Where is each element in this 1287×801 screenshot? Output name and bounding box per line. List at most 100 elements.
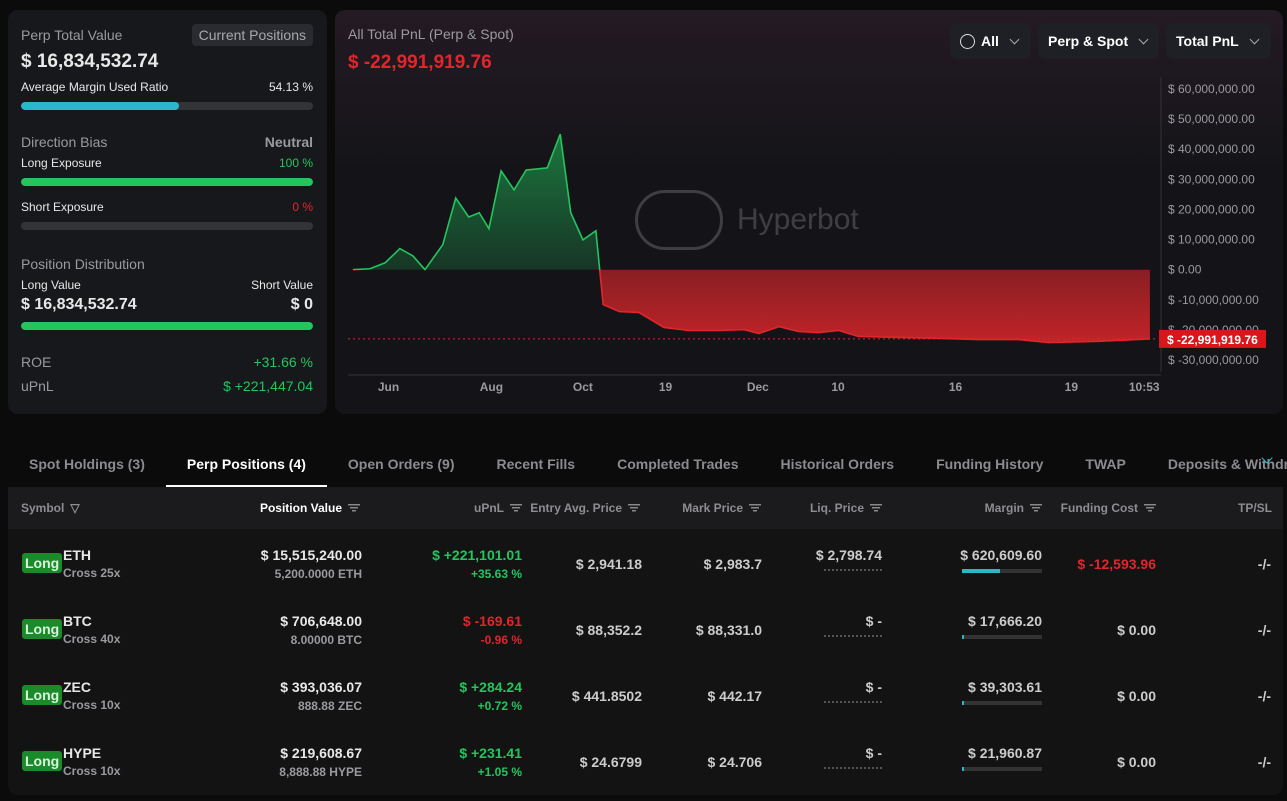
margin-mode: Cross 10x [63,764,121,778]
upnl-percent: -0.96 % [480,633,522,647]
sort-icon[interactable] [628,504,640,512]
pnl-chart[interactable]: $ 60,000,000.00 $ 50,000,000.00 $ 40,000,0… [335,10,1283,414]
tpsl[interactable]: -/- [1257,556,1271,572]
tab-open-orders[interactable]: Open Orders (9) [347,455,455,472]
tab-spot-holdings[interactable]: Spot Holdings (3) [29,455,145,472]
liq-price: $ - [865,679,882,695]
tpsl[interactable]: -/- [1257,688,1271,704]
metric-dropdown[interactable]: Total PnL [1166,23,1271,59]
filter-icon[interactable]: ▽ [70,501,80,515]
tab-historical-orders[interactable]: Historical Orders [780,455,895,472]
position-value: $ 393,036.07 [280,679,362,695]
upnl-label: uPnL [21,378,54,394]
symbol[interactable]: ETH [63,547,91,563]
tpsl[interactable]: -/- [1257,754,1271,770]
margin-ratio-label: Average Margin Used Ratio [21,80,169,94]
position-distribution-label: Position Distribution [21,256,145,272]
mark-price: $ 2,983.7 [703,556,762,572]
y-tick-label: $ 50,000,000.00 [1168,112,1255,126]
x-tick-label: 19 [1065,380,1079,394]
mark-price: $ 24.706 [707,754,763,770]
sort-icon[interactable] [348,504,360,512]
column-header-label: Liq. Price [809,501,864,515]
current-value-badge [1159,329,1266,348]
margin-bar [962,569,1042,573]
column-header-funding-cost[interactable]: Funding Cost [1061,501,1156,515]
y-tick-label: $ 60,000,000.00 [1168,82,1255,96]
upnl-value: $ +284.24 [459,679,522,695]
short-value-label: Short Value [251,278,313,292]
position-value: $ 706,648.00 [280,613,362,629]
roe-label: ROE [21,354,52,370]
symbol[interactable]: BTC [63,613,92,629]
table-row[interactable]: Long BTC Cross 40x $ 706,648.00 8.00000 BT… [8,595,1283,661]
column-header-label: TP/SL [1237,501,1272,515]
long-value: $ 16,834,532.74 [21,296,137,313]
sort-icon[interactable] [870,504,882,512]
column-header-liq-price[interactable]: Liq. Price [810,501,882,515]
entry-price: $ 2,941.18 [575,556,642,572]
column-header-tp-sl[interactable]: TP/SL [1238,501,1272,515]
liq-distance-indicator [824,701,882,703]
column-header-label: Mark Price [682,501,743,515]
table-row[interactable]: Long HYPE Cross 10x $ 219,608.67 8,888.88 … [8,727,1283,793]
upnl-percent: +0.72 % [477,699,522,713]
margin-value: $ 21,960.87 [968,745,1042,761]
y-tick-label: $ -30,000,000.00 [1168,353,1259,367]
table-row[interactable]: Long ZEC Cross 10x $ 393,036.07 888.88 ZEC… [8,661,1283,727]
column-header-mark-price[interactable]: Mark Price [682,501,761,515]
sort-icon[interactable] [510,504,522,512]
liq-distance-indicator [824,767,882,769]
sort-icon[interactable] [1030,504,1042,512]
entry-price: $ 441.8502 [571,688,642,704]
tab-deposits-withdraw[interactable]: Deposits & Withdraw [1167,455,1287,472]
column-header-position-value[interactable]: Position Value [260,501,360,515]
upnl-value: $ +221,101.01 [432,547,522,563]
negative-area [599,270,1150,343]
column-header-label: Funding Cost [1060,501,1138,515]
position-value: $ 219,608.67 [280,745,362,761]
symbol[interactable]: ZEC [63,679,91,695]
direction-bias-label: Direction Bias [21,134,108,150]
chart-pnl-value: $ -22,991,919.76 [348,52,492,73]
perp-total-label: Perp Total Value [21,27,123,43]
chart-title: All Total PnL (Perp & Spot) [348,26,514,42]
tab-perp-positions[interactable]: Perp Positions (4) [165,440,327,487]
funding-cost: $ 0.00 [1117,688,1156,704]
positions-tabs: Spot Holdings (3) Perp Positions (4) Open … [8,440,1287,487]
direction-bias-value: Neutral [264,134,313,150]
long-exposure-value: 100 % [278,156,313,170]
column-header-entry-avg-price[interactable]: Entry Avg. Price [530,501,640,515]
x-tick-label: 19 [659,380,673,394]
tab-completed-trades[interactable]: Completed Trades [617,455,739,472]
symbol[interactable]: HYPE [63,745,102,761]
y-tick-label: $ 10,000,000.00 [1168,233,1255,247]
margin-value: $ 620,609.60 [960,547,1042,563]
position-size: 5,200.0000 ETH [274,567,362,581]
liq-distance-indicator [824,569,882,571]
position-value: $ 15,515,240.00 [260,547,362,563]
entry-price: $ 24.6799 [579,754,642,770]
x-tick-label: Jun [378,380,399,394]
current-positions-tag[interactable]: Current Positions [191,24,313,46]
market-type-dropdown[interactable]: Perp & Spot [1038,23,1159,59]
margin-mode: Cross 40x [63,632,121,646]
roe-value: +31.66 % [253,354,313,370]
upnl-percent: +1.05 % [477,765,522,779]
table-row[interactable]: Long ETH Cross 25x $ 15,515,240.00 5,200.0… [8,529,1283,595]
time-range-dropdown[interactable]: All [950,23,1031,59]
tab-twap[interactable]: TWAP [1085,455,1126,472]
sort-icon[interactable] [749,504,761,512]
liq-price: $ - [865,613,882,629]
sort-icon[interactable] [1144,504,1156,512]
short-exposure-bar [21,222,313,230]
y-tick-label: $ 40,000,000.00 [1168,142,1255,156]
long-value-label: Long Value [21,278,81,292]
tab-funding-history[interactable]: Funding History [936,455,1044,472]
column-header-symbol[interactable]: Symbol ▽ [21,501,80,515]
tab-recent-fills[interactable]: Recent Fills [496,455,576,472]
tpsl[interactable]: -/- [1257,622,1271,638]
column-header-upnl[interactable]: uPnL [474,501,522,515]
x-tick-label: Oct [573,380,593,394]
column-header-margin[interactable]: Margin [985,501,1042,515]
